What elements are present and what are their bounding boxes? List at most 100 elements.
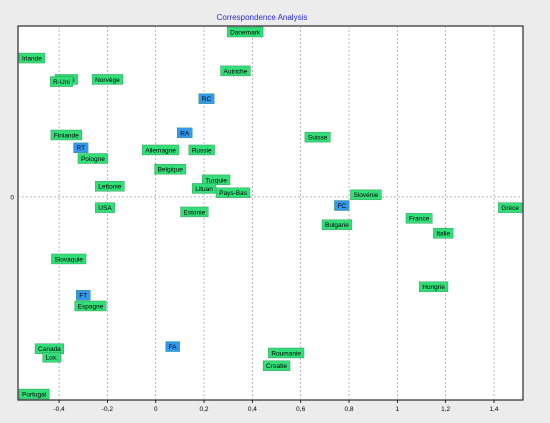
row-point: Bulgarie — [321, 219, 353, 230]
row-point: Norvège — [91, 74, 123, 85]
row-point: Autriche — [220, 65, 251, 77]
point-label: FT — [79, 293, 87, 300]
point-label: FA — [169, 344, 178, 351]
column-point: RC — [198, 93, 215, 104]
point-box — [405, 213, 433, 224]
row-point: Finlande — [50, 129, 82, 141]
point-box — [91, 74, 123, 85]
row-point: Allemagne — [142, 144, 180, 156]
point-box — [226, 26, 264, 38]
point-box — [198, 93, 215, 104]
row-point: France — [405, 213, 433, 224]
point-label: RA — [180, 130, 190, 137]
point-label: Croatie — [266, 363, 287, 370]
point-box — [498, 202, 523, 213]
point-label: RC — [202, 96, 212, 103]
point-box — [18, 388, 50, 400]
data-labels: IrlandeDanemarkAutricheR-UniR-UniNorvège… — [18, 26, 523, 400]
x-tick-label: 0,6 — [296, 406, 305, 413]
point-box — [42, 352, 62, 363]
row-point: Lituan — [191, 183, 217, 194]
point-label: Turquie — [205, 177, 227, 184]
point-label: Roumanie — [271, 350, 301, 357]
point-label: FC — [337, 203, 346, 210]
point-label: Lux. — [46, 355, 58, 362]
point-box — [95, 202, 115, 213]
column-point: FT — [76, 290, 91, 301]
x-tick-label: 0,2 — [200, 406, 209, 413]
point-box — [334, 200, 350, 211]
gridlines — [18, 26, 523, 400]
point-box — [95, 181, 125, 192]
point-label: Canada — [38, 346, 61, 353]
row-point: Grèce — [498, 202, 523, 213]
row-point: Roumanie — [268, 347, 305, 359]
x-tick-label: -0,4 — [53, 406, 65, 413]
x-tick-label: 0,8 — [345, 406, 354, 413]
point-box — [188, 144, 215, 156]
row-point: Slovaquie — [51, 253, 87, 265]
row-point: R-Uni — [49, 76, 74, 87]
row-point: Italie — [433, 228, 454, 239]
point-label: Irlande — [22, 55, 42, 62]
x-tick-label: -0,2 — [102, 406, 114, 413]
point-box — [215, 187, 251, 198]
row-point: Portugal — [18, 388, 50, 400]
x-tick-label: 1,4 — [489, 406, 498, 413]
point-box — [268, 347, 305, 359]
point-box — [50, 129, 82, 141]
row-point: Irlande — [18, 52, 46, 64]
point-label: R-Uni — [53, 79, 70, 86]
row-point: Belgique — [154, 163, 187, 175]
row-point: Estonie — [180, 206, 209, 218]
point-label: Allemagne — [145, 147, 176, 154]
point-box — [77, 153, 109, 164]
point-box — [49, 76, 74, 87]
point-box — [220, 65, 251, 77]
point-box — [304, 131, 331, 143]
point-label: USA — [98, 205, 112, 212]
point-box — [262, 360, 291, 372]
row-point: Pologne — [77, 153, 109, 164]
point-label: Autriche — [224, 68, 248, 75]
point-label: Lettonie — [98, 184, 122, 191]
point-box — [165, 341, 180, 352]
point-label: Slovaquie — [54, 256, 83, 263]
point-label: Norvège — [95, 77, 120, 84]
point-box — [433, 228, 454, 239]
column-point: FA — [165, 341, 180, 352]
point-label: Russie — [192, 147, 212, 154]
point-label: Suisse — [308, 135, 328, 142]
point-box — [321, 219, 353, 230]
x-tick-label: 0 — [154, 406, 158, 413]
point-label: Estonie — [184, 209, 206, 216]
chart-title: Correspondence Analysis — [217, 13, 308, 22]
x-tick-label: 1,2 — [441, 406, 450, 413]
point-label: Hongrie — [422, 284, 445, 291]
row-point: Pays-Bas — [215, 187, 251, 198]
point-box — [51, 253, 87, 265]
y-tick-label: 0 — [10, 194, 14, 201]
point-label: Portugal — [22, 391, 47, 398]
row-point: Croatie — [262, 360, 291, 372]
point-label: Slovénie — [353, 192, 378, 199]
row-point: Hongrie — [419, 281, 449, 292]
point-box — [350, 189, 382, 201]
point-label: France — [409, 216, 430, 223]
axis-ticks: -0,4 -0,2 0 0,2 0,4 0,6 0,8 1 1,2 1,4 0 — [10, 194, 499, 413]
point-box — [142, 144, 180, 156]
point-box — [419, 281, 449, 292]
point-label: Finlande — [54, 132, 79, 139]
column-point: FC — [334, 200, 350, 211]
point-box — [76, 290, 91, 301]
point-label: Lituan — [195, 186, 213, 193]
x-tick-label: 1 — [396, 406, 400, 413]
row-point: Slovénie — [350, 189, 382, 201]
column-point: RT — [73, 142, 89, 154]
row-point: Suisse — [304, 131, 331, 143]
point-box — [73, 142, 89, 154]
row-point: Danemark — [226, 26, 264, 38]
row-point: Espagne — [74, 300, 107, 312]
point-label: Pologne — [81, 156, 105, 163]
